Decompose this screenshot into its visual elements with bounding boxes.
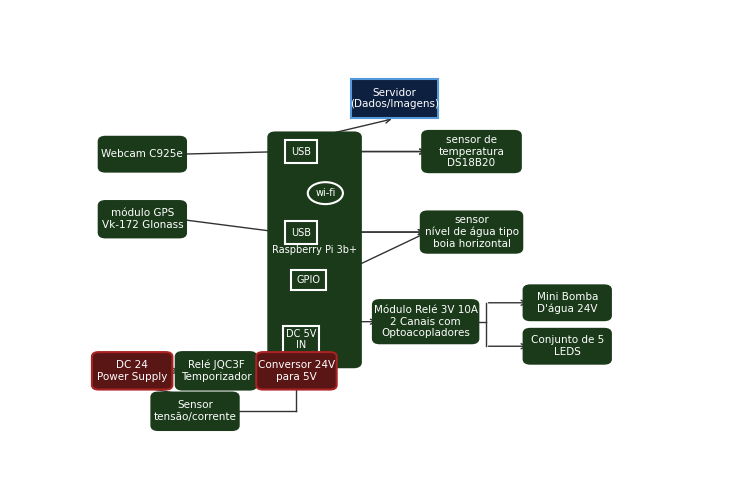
FancyBboxPatch shape [523, 329, 611, 364]
Text: Sensor
tensão/corrente: Sensor tensão/corrente [154, 401, 237, 422]
FancyBboxPatch shape [373, 300, 478, 343]
Text: sensor de
temperatura
DS18B20: sensor de temperatura DS18B20 [439, 135, 504, 168]
FancyBboxPatch shape [292, 270, 327, 290]
FancyBboxPatch shape [283, 326, 319, 353]
Text: Conversor 24V
para 5V: Conversor 24V para 5V [258, 360, 335, 382]
Text: módulo GPS
Vk-172 Glonass: módulo GPS Vk-172 Glonass [102, 208, 183, 230]
Text: Conjunto de 5
LEDS: Conjunto de 5 LEDS [531, 335, 604, 357]
Text: Webcam C925e: Webcam C925e [102, 149, 183, 159]
Text: Mini Bomba
D'água 24V: Mini Bomba D'água 24V [537, 292, 598, 314]
FancyBboxPatch shape [257, 352, 337, 389]
Text: wi-fi: wi-fi [315, 188, 336, 198]
FancyBboxPatch shape [421, 212, 522, 253]
Ellipse shape [308, 182, 343, 204]
Text: DC 24
Power Supply: DC 24 Power Supply [97, 360, 167, 382]
FancyBboxPatch shape [523, 285, 611, 320]
Text: Módulo Relé 3V 10A
2 Canais com
Optoacopladores: Módulo Relé 3V 10A 2 Canais com Optoacop… [374, 305, 477, 338]
Text: DC 5V
IN: DC 5V IN [286, 328, 317, 350]
Text: USB: USB [291, 228, 311, 238]
Text: Relé JQC3F
Temporizador: Relé JQC3F Temporizador [181, 360, 251, 382]
FancyBboxPatch shape [269, 133, 360, 367]
Text: GPIO: GPIO [297, 275, 321, 285]
Text: USB: USB [291, 146, 311, 157]
Text: sensor
nível de água tipo
boia horizontal: sensor nível de água tipo boia horizonta… [425, 215, 518, 249]
FancyBboxPatch shape [151, 393, 238, 430]
FancyBboxPatch shape [99, 137, 186, 171]
Text: Servidor
(Dados/Imagens): Servidor (Dados/Imagens) [350, 88, 439, 109]
FancyBboxPatch shape [92, 352, 173, 389]
FancyBboxPatch shape [423, 131, 520, 172]
FancyBboxPatch shape [99, 201, 186, 237]
FancyBboxPatch shape [351, 79, 439, 118]
FancyBboxPatch shape [284, 140, 317, 163]
FancyBboxPatch shape [284, 221, 317, 244]
Text: Raspberry Pi 3b+: Raspberry Pi 3b+ [272, 245, 357, 255]
FancyBboxPatch shape [175, 352, 257, 389]
